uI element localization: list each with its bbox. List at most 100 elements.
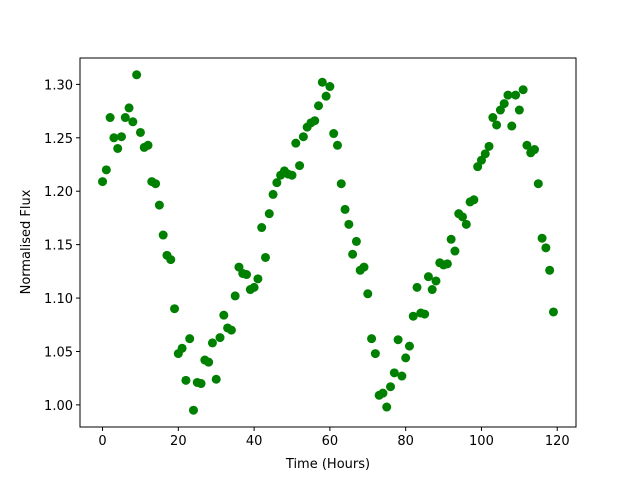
- data-point: [446, 234, 456, 244]
- data-point: [295, 161, 305, 171]
- data-point: [348, 249, 358, 259]
- data-point: [219, 310, 229, 320]
- x-tick-label: 40: [246, 434, 263, 449]
- data-point: [382, 402, 392, 412]
- data-point: [154, 200, 164, 210]
- data-point: [480, 149, 490, 159]
- data-point: [386, 382, 396, 392]
- data-point: [511, 90, 521, 100]
- data-point: [431, 276, 441, 286]
- data-point: [548, 307, 558, 317]
- data-point: [442, 259, 452, 269]
- data-point: [514, 105, 524, 115]
- data-point: [291, 138, 301, 148]
- data-point: [507, 121, 517, 131]
- data-point: [124, 103, 134, 113]
- data-point: [116, 132, 126, 142]
- data-point: [151, 179, 161, 189]
- x-tick-label: 20: [170, 434, 187, 449]
- y-tick-label: 1.25: [44, 132, 73, 147]
- y-tick-label: 1.30: [44, 78, 73, 93]
- x-axis-label: Time (Hours): [285, 457, 370, 472]
- data-point: [317, 77, 327, 87]
- data-point: [181, 375, 191, 385]
- data-point: [185, 334, 195, 344]
- data-point: [249, 282, 259, 292]
- data-point: [340, 204, 350, 214]
- data-point: [120, 113, 130, 123]
- data-point: [530, 145, 540, 155]
- data-point: [188, 405, 198, 415]
- plot-frame: [79, 57, 577, 428]
- data-point: [298, 132, 308, 142]
- data-point: [351, 236, 361, 246]
- data-point: [242, 270, 252, 280]
- data-point: [314, 101, 324, 111]
- data-point: [461, 219, 471, 229]
- data-point: [204, 357, 214, 367]
- x-tick-label: 100: [469, 434, 494, 449]
- data-point: [484, 141, 494, 151]
- data-point: [143, 140, 153, 150]
- data-point: [393, 335, 403, 345]
- data-point: [101, 165, 111, 175]
- data-point: [412, 282, 422, 292]
- data-point: [359, 262, 369, 272]
- data-point: [177, 343, 187, 353]
- data-point: [533, 179, 543, 189]
- data-point: [458, 212, 468, 222]
- data-point: [325, 82, 335, 92]
- x-tick-label: 80: [397, 434, 414, 449]
- data-point: [268, 189, 278, 199]
- x-tick-label: 60: [322, 434, 339, 449]
- data-point: [404, 341, 414, 351]
- x-tick-label: 120: [545, 434, 570, 449]
- data-point: [389, 368, 399, 378]
- data-point: [537, 233, 547, 243]
- data-point: [230, 291, 240, 301]
- data-point: [363, 289, 373, 299]
- data-point: [105, 113, 115, 123]
- data-point: [196, 379, 206, 389]
- data-point: [541, 243, 551, 253]
- data-point: [469, 195, 479, 205]
- y-tick-label: 1.15: [44, 239, 73, 254]
- y-tick-label: 1.10: [44, 292, 73, 307]
- data-point: [423, 272, 433, 282]
- data-point: [488, 113, 498, 123]
- data-point: [257, 223, 267, 233]
- data-point: [132, 70, 142, 80]
- data-point: [113, 143, 123, 153]
- data-point: [378, 388, 388, 398]
- data-point: [211, 374, 221, 384]
- y-axis-label: Normalised Flux: [19, 189, 34, 294]
- data-point: [226, 325, 236, 335]
- y-tick-label: 1.05: [44, 345, 73, 360]
- data-point: [135, 127, 145, 137]
- data-point: [128, 117, 138, 127]
- data-point: [450, 246, 460, 256]
- data-point: [272, 178, 282, 188]
- data-point: [321, 91, 331, 101]
- data-point: [492, 120, 502, 130]
- data-point: [253, 274, 263, 284]
- y-tick-label: 1.20: [44, 185, 73, 200]
- data-point: [287, 170, 297, 180]
- data-point: [215, 333, 225, 343]
- data-point: [518, 85, 528, 95]
- data-point: [420, 309, 430, 319]
- data-point: [370, 349, 380, 359]
- data-point: [499, 99, 509, 109]
- data-point: [336, 179, 346, 189]
- data-point: [109, 133, 119, 143]
- data-point: [264, 209, 274, 219]
- data-point: [329, 129, 339, 139]
- data-point: [522, 140, 532, 150]
- data-point: [166, 255, 176, 265]
- data-point: [260, 252, 270, 262]
- data-point: [545, 265, 555, 275]
- x-tick-label: 0: [98, 434, 106, 449]
- data-point: [344, 219, 354, 229]
- data-point: [207, 338, 217, 348]
